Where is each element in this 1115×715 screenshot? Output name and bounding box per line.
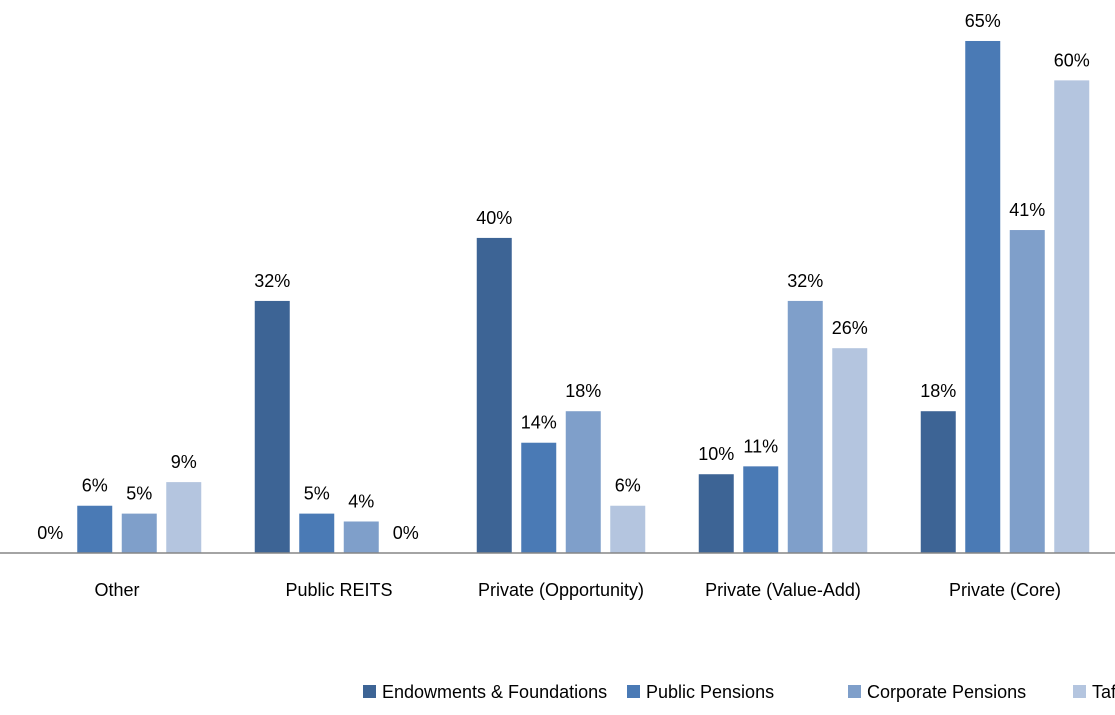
bar [610,505,646,553]
data-label: 11% [743,436,778,456]
data-label: 5% [304,484,330,504]
x-tick-label: Private (Opportunity) [478,580,644,600]
legend-swatch [848,685,861,698]
data-label: 18% [565,381,601,401]
bar [920,411,956,553]
bar [787,300,823,553]
data-label: 60% [1054,50,1090,70]
data-label: 14% [521,413,557,433]
bar [166,482,202,553]
bar [832,348,868,553]
data-label: 41% [1009,200,1045,220]
bar [476,237,512,553]
legend-swatch [627,685,640,698]
bar [698,474,734,553]
legend-label: Corporate Pensions [867,682,1026,702]
bar [1009,230,1045,553]
data-label: 4% [348,491,374,511]
x-tick-label: Private (Core) [949,580,1061,600]
bar [299,513,335,553]
x-tick-label: Public REITS [285,580,392,600]
data-label: 32% [254,271,290,291]
bar [1054,80,1090,553]
legend-swatch [1073,685,1086,698]
bar [565,411,601,553]
data-label: 26% [832,318,868,338]
bar [254,300,290,553]
data-label: 0% [37,523,63,543]
legend-label: Public Pensions [646,682,774,702]
data-label: 18% [920,381,956,401]
data-label: 40% [476,208,512,228]
bar [521,442,557,553]
bar [77,505,113,553]
bar [121,513,157,553]
data-label: 6% [82,476,108,496]
legend-swatch [363,685,376,698]
data-label: 0% [393,523,419,543]
data-label: 6% [615,476,641,496]
bar [965,40,1001,553]
data-label: 65% [965,11,1001,31]
data-label: 10% [698,444,734,464]
bar [343,521,379,553]
bar [743,466,779,553]
data-label: 9% [171,452,197,472]
x-tick-label: Private (Value-Add) [705,580,861,600]
legend-label: Taft Hartley [1092,682,1115,702]
data-label: 5% [126,484,152,504]
x-tick-label: Other [94,580,139,600]
legend-label: Endowments & Foundations [382,682,607,702]
data-label: 32% [787,271,823,291]
